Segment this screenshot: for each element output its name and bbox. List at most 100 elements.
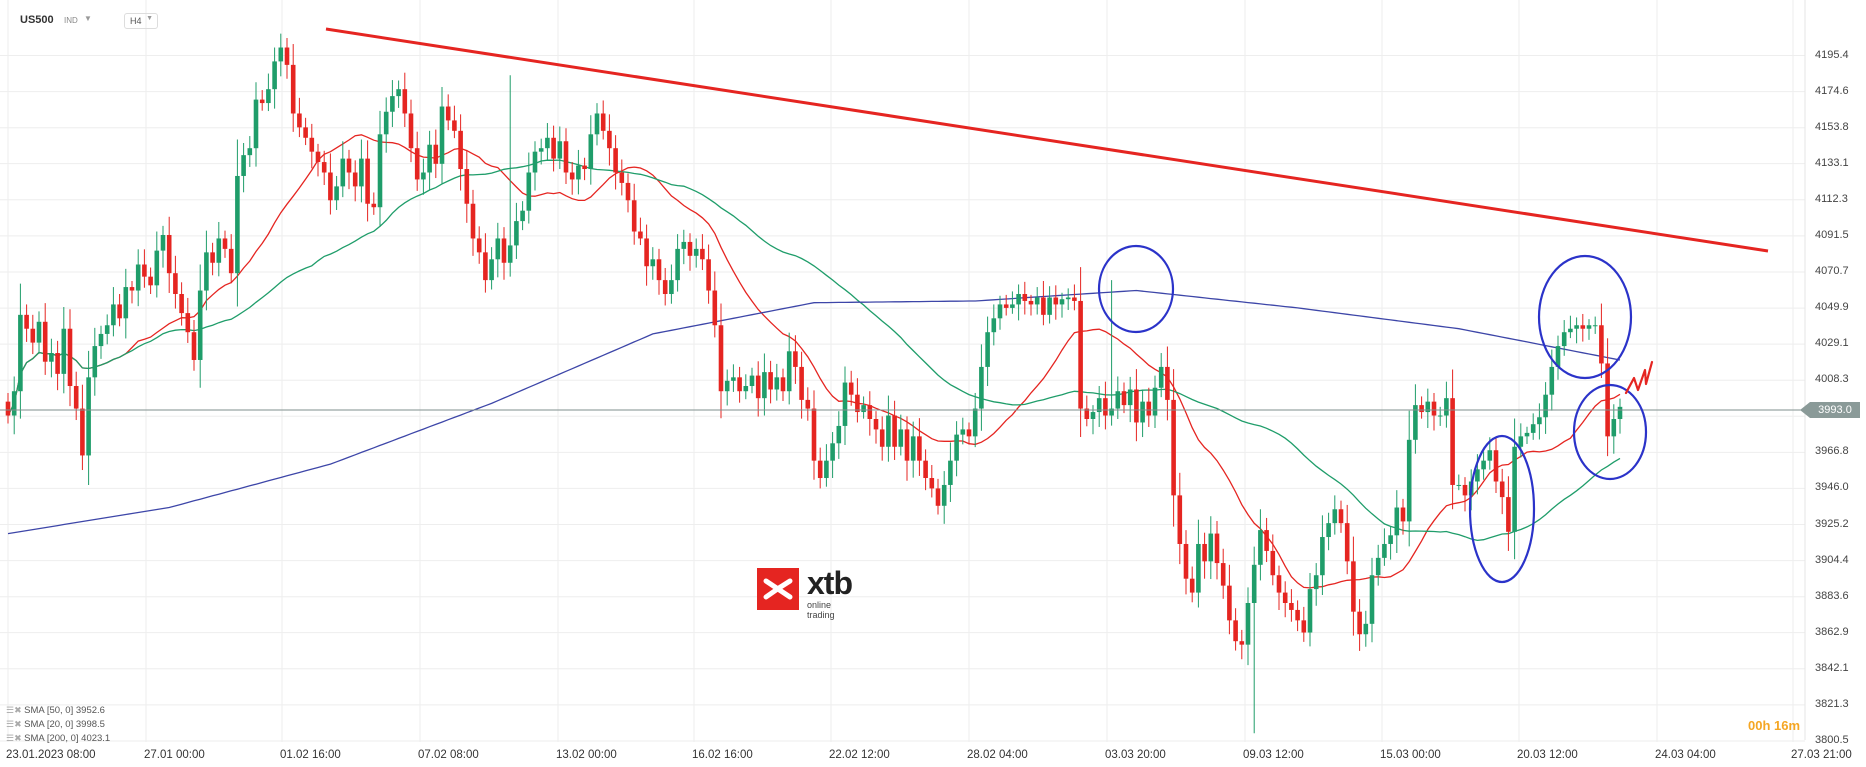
candle [396, 80, 401, 108]
candle [1493, 437, 1499, 493]
candle [1431, 392, 1437, 431]
candle [55, 340, 60, 391]
logo-mark [757, 568, 799, 610]
candle [972, 392, 978, 448]
legend-item[interactable]: ☰✖ SMA [20, 0] 3998.5 [6, 719, 105, 730]
settings-close-icon[interactable]: ☰✖ [6, 719, 25, 729]
candle [501, 227, 507, 280]
candle [985, 316, 990, 387]
candle [142, 249, 147, 288]
candles [5, 33, 1623, 734]
candle [216, 221, 222, 277]
candle [235, 139, 240, 307]
candle [1078, 267, 1083, 438]
candle [445, 94, 451, 131]
x-tick-label: 28.02 04:00 [967, 749, 1028, 761]
legend-item[interactable]: ☰✖ SMA [50, 0] 3952.6 [6, 705, 105, 716]
candle [383, 97, 389, 153]
candle [948, 442, 953, 502]
candle [1605, 338, 1610, 457]
chevron-down-icon[interactable]: ▼ [84, 14, 92, 23]
candle [73, 371, 79, 421]
legend-item[interactable]: ☰✖ SMA [200, 0] 4023.1 [6, 733, 110, 744]
candle [799, 351, 804, 419]
candle [5, 392, 11, 424]
candle [898, 414, 904, 456]
candle [867, 391, 873, 436]
candle [303, 117, 308, 146]
candle [1003, 294, 1009, 316]
candle [1251, 546, 1257, 734]
candle [439, 87, 445, 184]
candle [1202, 532, 1207, 579]
candle [328, 153, 333, 215]
candle [42, 303, 48, 375]
y-tick-label: 4195.4 [1815, 48, 1849, 61]
timeframe-selector[interactable]: H4 ▼ [124, 13, 158, 29]
candle [1388, 526, 1393, 560]
candle [1499, 468, 1505, 515]
candle [18, 283, 23, 419]
candle [1592, 316, 1598, 334]
candle [1072, 284, 1077, 311]
candle [1481, 451, 1486, 480]
candle [458, 114, 463, 191]
settings-close-icon[interactable]: ☰✖ [6, 705, 25, 715]
candle [483, 233, 488, 293]
x-tick-label: 27.03 21:00 [1791, 749, 1852, 761]
candle [309, 123, 315, 169]
candle [1530, 413, 1536, 440]
candle [452, 105, 457, 139]
candle [966, 422, 972, 445]
candle [222, 230, 228, 258]
candle [737, 366, 742, 403]
candle [1047, 286, 1052, 324]
candle [1010, 291, 1015, 314]
y-tick-label: 3925.2 [1815, 517, 1849, 530]
candle [1351, 536, 1356, 636]
candle [1537, 403, 1542, 440]
candle [836, 411, 842, 459]
candle [67, 309, 73, 407]
x-tick-label: 01.02 16:00 [280, 749, 341, 761]
candle [340, 141, 346, 198]
candle [1369, 557, 1375, 643]
settings-close-icon[interactable]: ☰✖ [6, 733, 25, 743]
candle [563, 128, 569, 184]
candle [241, 142, 246, 193]
x-tick-label: 03.03 20:00 [1105, 749, 1166, 761]
candle [135, 249, 141, 307]
candle [631, 183, 637, 245]
candle [284, 37, 290, 79]
candle [1574, 317, 1579, 344]
candle [1307, 573, 1313, 647]
candle [414, 131, 420, 191]
candle [793, 335, 798, 384]
candle [1338, 500, 1344, 533]
candle [11, 376, 17, 435]
candle [489, 247, 494, 290]
candle [1158, 353, 1164, 398]
candle [1561, 320, 1567, 356]
candle [886, 395, 891, 462]
candle [514, 202, 519, 259]
candle [811, 390, 817, 480]
candle [1586, 319, 1592, 340]
candle [1233, 608, 1238, 651]
candle [297, 97, 302, 138]
candle [390, 80, 395, 128]
y-tick-label: 4070.7 [1815, 264, 1849, 277]
x-tick-label: 16.02 16:00 [692, 749, 753, 761]
candle [1115, 376, 1121, 419]
candle [1382, 528, 1387, 566]
candle [743, 374, 749, 400]
candle [830, 432, 835, 479]
symbol-label[interactable]: US500 [20, 14, 54, 26]
hand-drawn-arrow [1624, 360, 1654, 395]
candle [941, 471, 947, 524]
candle [960, 417, 966, 445]
candle [1270, 534, 1276, 586]
candle [582, 157, 587, 181]
candle [117, 294, 122, 327]
